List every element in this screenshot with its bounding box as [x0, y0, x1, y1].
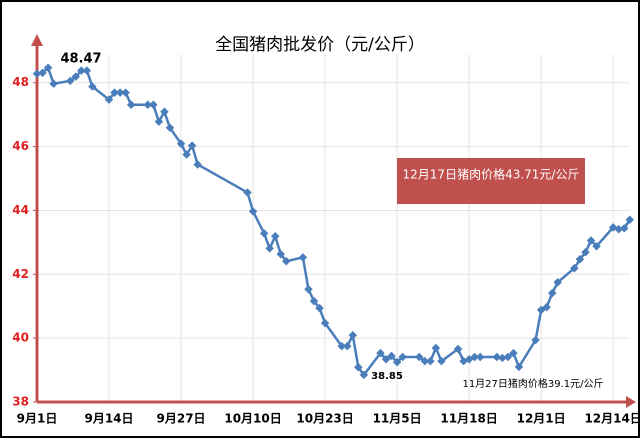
point [259, 229, 269, 238]
x-axis-arrow [626, 396, 636, 408]
point [470, 352, 479, 362]
callout-box [397, 158, 585, 204]
point [531, 335, 540, 345]
point [342, 341, 352, 351]
point [187, 141, 197, 150]
x-tick-label: 11月18日 [440, 412, 497, 426]
point [77, 66, 86, 75]
x-tick-label: 9月27日 [157, 412, 206, 426]
point [376, 348, 385, 358]
x-tick-label: 10月10日 [224, 412, 281, 426]
y-tick-label: 42 [12, 267, 29, 281]
point [431, 343, 441, 353]
x-tick-label: 12月1日 [517, 412, 566, 426]
point [437, 356, 446, 366]
y-tick-label: 48 [12, 75, 29, 89]
point [154, 117, 164, 126]
point [65, 76, 75, 86]
point [570, 263, 579, 273]
point [426, 356, 435, 366]
point [381, 354, 391, 364]
point [415, 352, 424, 362]
point [265, 244, 274, 253]
point [492, 352, 502, 362]
point [498, 353, 507, 363]
point [176, 139, 186, 148]
point [348, 331, 358, 340]
point [398, 352, 407, 362]
x-tick-label: 11月5日 [373, 412, 422, 426]
y-tick-label: 46 [12, 139, 29, 153]
point [547, 288, 557, 298]
point [43, 63, 53, 72]
point [420, 356, 430, 366]
y-tick-label: 44 [12, 203, 29, 217]
point [82, 66, 92, 75]
point [509, 348, 518, 358]
point [193, 160, 202, 169]
point [276, 249, 286, 259]
point [38, 68, 47, 78]
chart-title: 全国猪肉批发价（元/公斤） [215, 35, 425, 55]
y-tick-label: 38 [12, 395, 29, 409]
x-tick-label: 12月14日 [584, 412, 640, 426]
point [126, 100, 136, 110]
y-tick-label: 40 [12, 331, 29, 345]
point [298, 253, 308, 262]
point [165, 123, 175, 132]
annotation: 48.47 [60, 52, 101, 67]
point [115, 88, 125, 97]
x-tick-label: 9月1日 [17, 412, 58, 426]
point [143, 100, 153, 110]
point [270, 232, 280, 241]
point [514, 362, 524, 372]
point [315, 303, 324, 313]
point [32, 69, 42, 79]
point [359, 370, 369, 380]
point [110, 88, 119, 97]
point [453, 344, 463, 354]
point [337, 341, 346, 351]
point [49, 79, 58, 88]
point [542, 302, 551, 312]
annotation: 38.85 [371, 371, 403, 382]
point [553, 278, 563, 287]
y-axis-arrow [31, 34, 43, 46]
x-tick-label: 10月23日 [296, 412, 353, 426]
point [121, 88, 130, 97]
point [160, 107, 169, 117]
point [354, 362, 363, 372]
point [248, 207, 258, 216]
point [88, 82, 97, 91]
point [71, 72, 81, 81]
point [149, 100, 158, 110]
annotation: 11月27日猪肉价格39.1元/公斤 [462, 377, 603, 390]
point [503, 352, 513, 362]
point [304, 285, 313, 294]
point [575, 255, 585, 264]
point [387, 351, 396, 361]
annotation: 12月17日猪肉价格43.71元/公斤 [403, 167, 580, 182]
point [475, 352, 485, 362]
point [309, 296, 319, 306]
point [392, 357, 402, 367]
point [104, 95, 114, 104]
point [243, 188, 252, 197]
x-tick-label: 9月14日 [84, 412, 133, 426]
point [282, 256, 291, 266]
point [182, 150, 191, 159]
point [320, 318, 330, 328]
